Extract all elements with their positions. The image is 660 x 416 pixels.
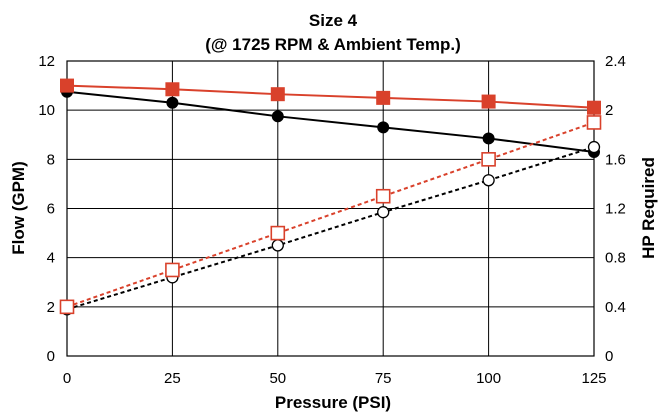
x-tick-label: 100 [476,370,501,387]
series-0-line [66,90,595,153]
series-1-line [66,84,595,109]
series-0-point-4 [482,132,495,145]
y-left-tick-label: 4 [47,250,55,267]
series-0-point-1 [166,96,179,109]
y-axis-title-right: HP Required [639,157,658,259]
x-tick-label: 0 [63,370,71,387]
series-3-line [66,121,595,308]
series-3-point-1 [165,262,180,278]
series-1-point-2 [270,87,285,102]
y-axis-title-left: Flow (GPM) [9,161,28,254]
x-axis-title: Pressure (PSI) [275,393,391,412]
y-left-tick-label: 12 [38,53,55,70]
markers [59,78,602,316]
series-2-point-2 [271,239,284,252]
series-0-point-3 [377,121,390,134]
ticks: 0 25 50 75 100 125 0 2 4 6 8 10 12 0 0.4 0.8 1.2 1.6 2 2.4 [38,53,626,387]
x-tick-label: 50 [269,370,286,387]
y-left-tick-label: 6 [47,201,55,218]
series-2-line [66,146,595,311]
series-0-point-2 [271,110,284,123]
series-1-point-4 [481,94,496,109]
y-left-tick-label: 10 [38,102,55,119]
series-3-point-5 [586,115,602,130]
y-right-tick-label: 0.4 [605,299,626,316]
x-tick-label: 125 [581,370,606,387]
x-tick-label: 25 [164,370,181,387]
series-1-point-3 [376,90,391,105]
plot-frame [66,60,595,357]
series-3-point-4 [481,152,496,167]
y-right-tick-label: 2 [605,102,613,119]
y-right-tick-label: 0 [605,348,613,365]
series-lines [66,84,595,311]
y-right-tick-label: 0.8 [605,250,626,267]
series-1-point-1 [165,82,180,97]
y-left-tick-label: 0 [47,348,55,365]
y-left-tick-label: 2 [47,299,55,316]
x-tick-label: 75 [375,370,392,387]
y-left-tick-label: 8 [47,151,55,168]
chart-subtitle: (@ 1725 RPM & Ambient Temp.) [205,35,461,54]
series-2-point-3 [377,206,390,219]
series-1-point-0 [60,78,74,93]
series-1-point-5 [587,100,601,115]
series-3-point-0 [59,299,75,315]
series-3-point-3 [375,188,391,204]
series-2-point-4 [482,174,495,187]
y-right-tick-label: 1.2 [605,201,626,218]
series-3-point-2 [270,225,286,241]
y-right-tick-label: 1.6 [605,151,626,168]
y-right-tick-label: 2.4 [605,53,626,70]
grid [66,60,595,357]
series-2-point-5 [587,140,601,154]
chart-title: Size 4 [309,11,358,30]
